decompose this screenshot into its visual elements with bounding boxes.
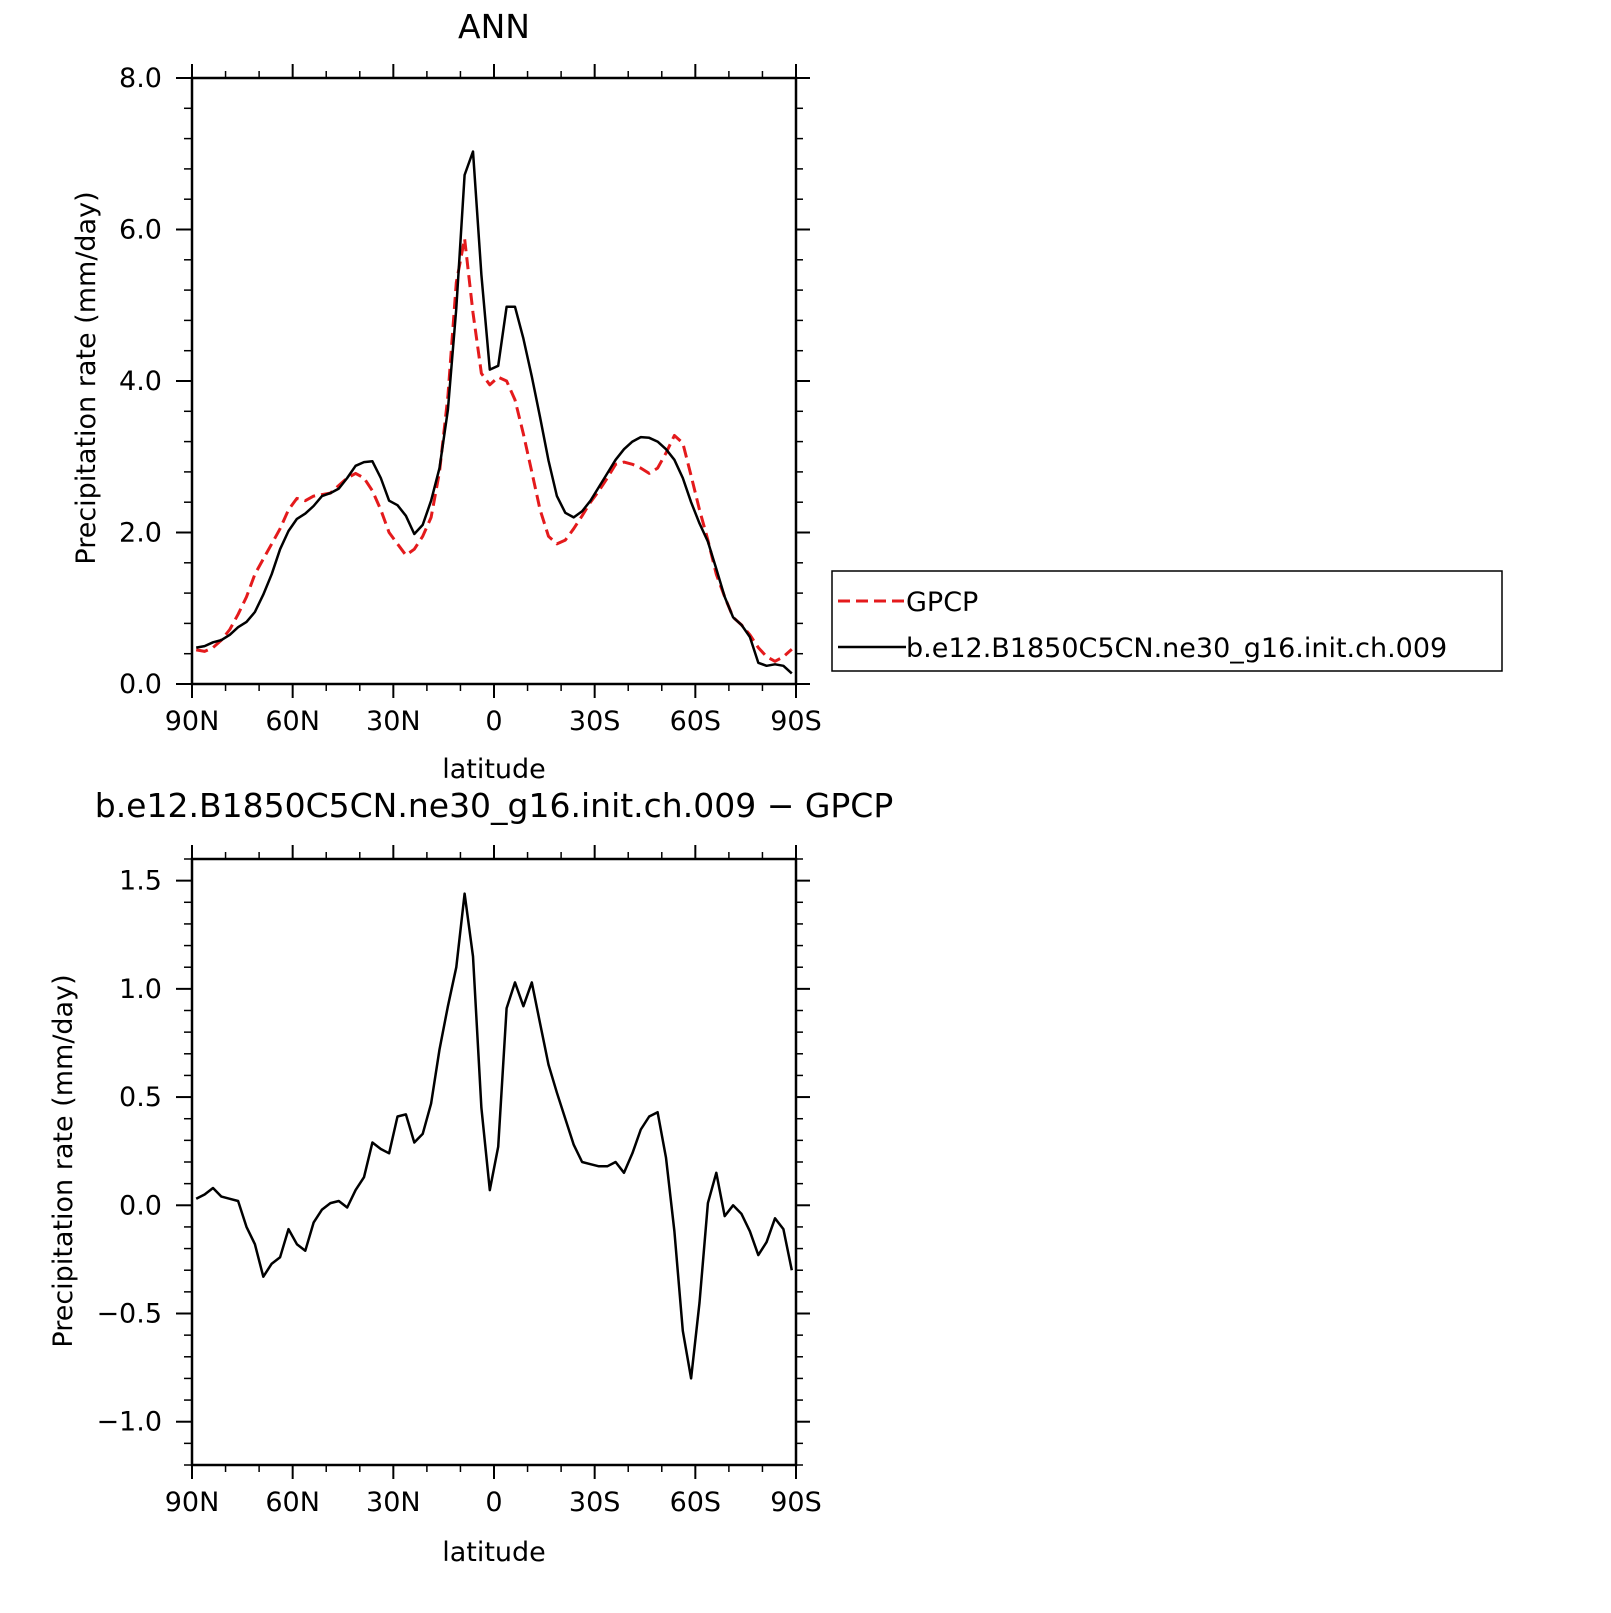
top-x-axis-label: latitude — [442, 754, 546, 785]
x-tick-label: 90N — [165, 1487, 220, 1518]
y-tick-label: 2.0 — [119, 518, 162, 549]
x-tick-label: 90S — [770, 706, 822, 737]
top-series — [195, 150, 793, 675]
bottom-plot-frame — [190, 857, 798, 1467]
bottom-ticks: 90N 60N 30N 0 30S 60S 90S −1.0 −0.5 0.0 0.5 1.0 1.5 — [96, 845, 822, 1518]
x-tick-label: 90N — [165, 706, 220, 737]
y-tick-label: 0.0 — [119, 669, 162, 700]
x-tick-label: 0 — [485, 706, 502, 737]
bottom-chart-title: b.e12.B1850C5CN.ne30_g16.init.ch.009 − G… — [95, 786, 894, 825]
y-tick-label: 8.0 — [119, 63, 162, 94]
bottom-series — [195, 892, 794, 1380]
y-tick-label: 4.0 — [119, 366, 162, 397]
x-tick-label: 60S — [670, 706, 722, 737]
series-line-b-e12-b1850c5cn-ne30-g16-init-ch-009 — [195, 150, 793, 675]
x-tick-label: 30N — [366, 1487, 421, 1518]
y-tick-label: −1.0 — [96, 1407, 162, 1438]
legend-label-gpcp: GPCP — [906, 587, 978, 618]
bottom-chart: b.e12.B1850C5CN.ne30_g16.init.ch.009 − G… — [48, 786, 893, 1568]
legend-label-model: b.e12.B1850C5CN.ne30_g16.init.ch.009 — [906, 633, 1447, 664]
series-line-gpcp — [195, 237, 793, 663]
x-tick-label: 60N — [265, 1487, 320, 1518]
x-tick-label: 0 — [485, 1487, 502, 1518]
y-tick-label: 1.5 — [119, 866, 162, 897]
x-tick-label: 30S — [569, 1487, 621, 1518]
bottom-x-axis-label: latitude — [442, 1537, 546, 1568]
y-tick-label: −0.5 — [96, 1299, 162, 1330]
top-chart-title: ANN — [458, 7, 530, 46]
x-tick-label: 30S — [569, 706, 621, 737]
legend-box — [831, 570, 1503, 672]
y-tick-label: 1.0 — [119, 974, 162, 1005]
top-y-axis-label: Precipitation rate (mm/day) — [71, 191, 102, 564]
x-tick-label: 60S — [670, 1487, 722, 1518]
x-tick-label: 90S — [770, 1487, 822, 1518]
y-tick-label: 0.5 — [119, 1082, 162, 1113]
x-tick-label: 60N — [265, 706, 320, 737]
difference-line — [195, 892, 794, 1380]
y-tick-label: 6.0 — [119, 215, 162, 246]
x-tick-label: 30N — [366, 706, 421, 737]
bottom-y-axis-label: Precipitation rate (mm/day) — [48, 974, 79, 1347]
top-ticks: 90N 60N 30N 0 30S 60S 90S 0.0 2.0 4.0 6.0 8.0 — [119, 63, 822, 737]
legend: GPCP b.e12.B1850C5CN.ne30_g16.init.ch.00… — [831, 570, 1503, 672]
top-plot-frame — [190, 76, 798, 686]
top-chart: ANN Precipitation rate (mm/day) latitude… — [71, 7, 822, 785]
y-tick-label: 0.0 — [119, 1190, 162, 1221]
